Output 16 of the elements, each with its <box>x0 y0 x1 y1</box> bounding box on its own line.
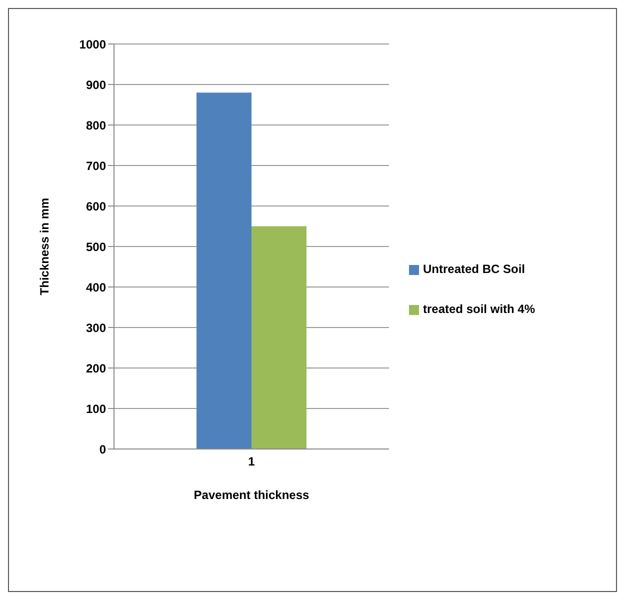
y-tick-label: 100 <box>86 402 106 416</box>
y-tick-label: 500 <box>86 240 106 254</box>
x-axis-title: Pavement thickness <box>194 488 310 502</box>
x-tick-label: 1 <box>248 454 256 469</box>
y-tick-label: 700 <box>86 158 106 173</box>
y-tick-label: 0 <box>99 442 106 456</box>
y-axis-title: Thickness in mm <box>37 198 52 296</box>
y-tick-label: 600 <box>86 199 106 214</box>
y-tick-label: 1000 <box>79 37 106 52</box>
legend-label: treated soil with 4% <box>423 302 536 316</box>
y-tick-label: 400 <box>86 280 106 294</box>
legend-label: Untreated BC Soil <box>423 262 526 276</box>
y-tick-label: 900 <box>86 78 106 92</box>
y-tick-label: 200 <box>86 361 106 376</box>
y-tick-label: 300 <box>86 320 106 335</box>
y-tick-label: 800 <box>86 118 106 132</box>
